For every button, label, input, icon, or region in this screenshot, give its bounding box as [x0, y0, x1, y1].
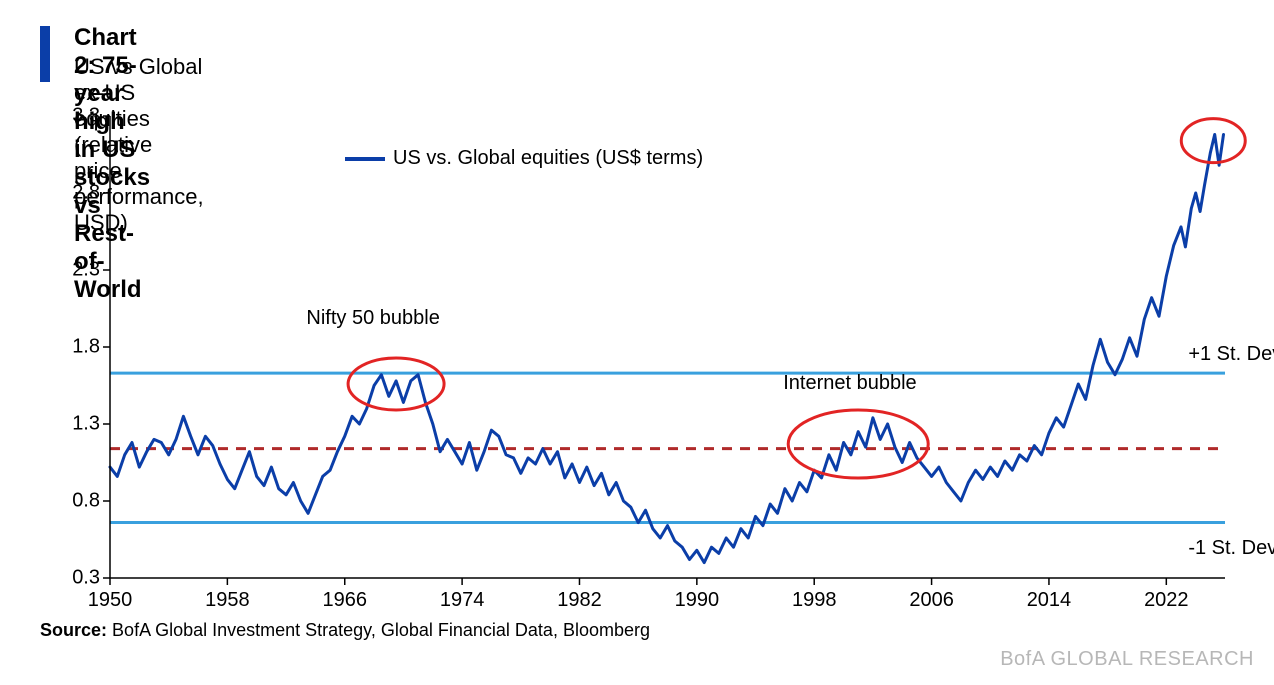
reference-line-label: +1 St. Dev	[1188, 343, 1274, 366]
x-axis-tick-label: 1998	[792, 589, 837, 612]
x-axis-tick-label: 2006	[909, 589, 954, 612]
x-axis-tick-label: 1950	[88, 589, 133, 612]
legend-swatch	[345, 157, 385, 161]
y-axis-tick-label: 0.8	[60, 490, 100, 513]
source-label: Source:	[40, 620, 107, 640]
x-axis-tick-label: 1958	[205, 589, 250, 612]
y-axis-tick-label: 2.3	[60, 259, 100, 282]
annotation-ellipse	[788, 410, 928, 478]
y-axis-tick-label: 2.8	[60, 182, 100, 205]
x-axis-tick-label: 2022	[1144, 589, 1189, 612]
x-axis-tick-label: 1974	[440, 589, 485, 612]
x-axis-tick-label: 2014	[1027, 589, 1072, 612]
reference-line-label: -1 St. Dev	[1188, 537, 1274, 560]
x-axis-tick-label: 1982	[557, 589, 602, 612]
chart-plot-area: 0.30.81.31.82.32.83.31950195819661974198…	[110, 116, 1225, 578]
annotation-label: Nifty 50 bubble	[306, 307, 439, 330]
chart-legend: US vs. Global equities (US$ terms)	[345, 147, 703, 170]
title-accent-bar	[40, 26, 50, 82]
chart-container: Chart 2: 75-year high in US stocks vs Re…	[0, 0, 1274, 685]
y-axis-tick-label: 0.3	[60, 567, 100, 590]
y-axis-tick-label: 1.3	[60, 413, 100, 436]
y-axis-tick-label: 1.8	[60, 336, 100, 359]
x-axis-tick-label: 1990	[675, 589, 720, 612]
annotation-label: Internet bubble	[783, 372, 916, 395]
source-text: BofA Global Investment Strategy, Global …	[112, 620, 650, 640]
x-axis-tick-label: 1966	[322, 589, 367, 612]
branding-text: BofA GLOBAL RESEARCH	[1000, 648, 1254, 671]
chart-svg	[110, 116, 1225, 578]
y-axis-tick-label: 3.3	[60, 105, 100, 128]
legend-label: US vs. Global equities (US$ terms)	[393, 147, 703, 170]
source-line: Source: BofA Global Investment Strategy,…	[40, 620, 650, 641]
data-series-line	[110, 135, 1224, 563]
